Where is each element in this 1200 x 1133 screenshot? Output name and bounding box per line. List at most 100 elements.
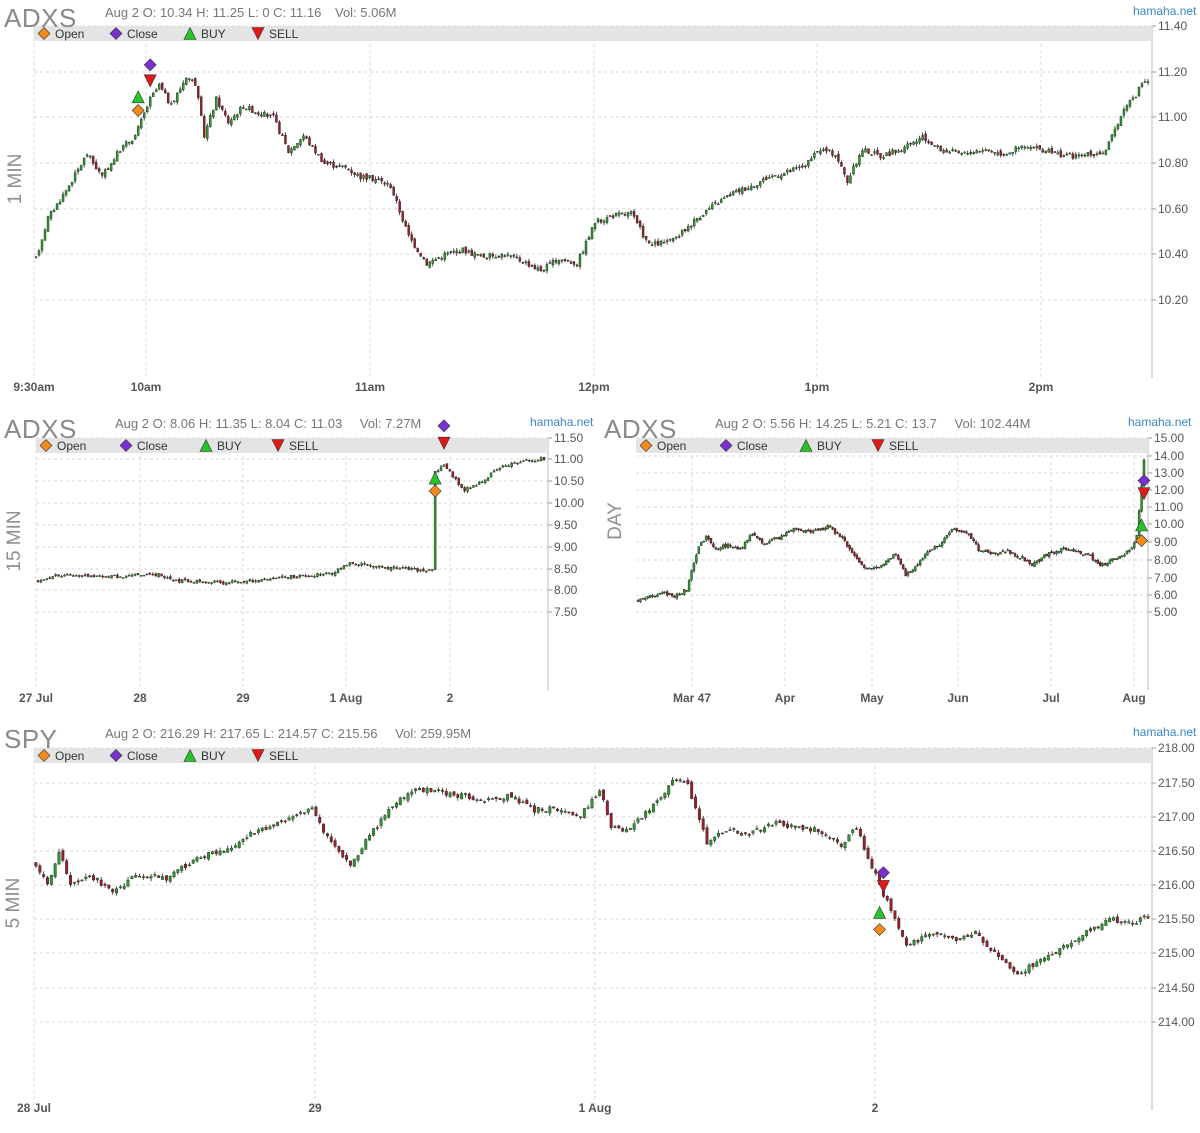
candle-body [180, 865, 184, 871]
candle-body [1021, 556, 1024, 559]
candle-body [590, 798, 594, 808]
candle-body [180, 579, 184, 584]
close-signal-marker [719, 439, 733, 452]
brand-link[interactable]: hamaha.net [1128, 415, 1192, 429]
candle-body [554, 260, 558, 263]
candle-body [766, 823, 770, 827]
candle-body [843, 842, 847, 848]
candle-body [882, 563, 885, 567]
candle-body [593, 223, 597, 230]
candle-body [728, 829, 732, 832]
buy-signal-marker [1135, 518, 1149, 532]
candle-body [521, 801, 525, 804]
candle-body [931, 933, 935, 936]
close-signal-marker [109, 749, 123, 762]
candle-body [380, 566, 384, 568]
brand-link[interactable]: hamaha.net [1133, 4, 1197, 18]
candle-body [609, 813, 613, 829]
candle-body [960, 153, 963, 155]
candle-body [260, 579, 263, 582]
candle-body [166, 577, 169, 579]
candle-body [921, 558, 924, 561]
candle-body [475, 799, 479, 801]
open-signal-marker [428, 484, 442, 498]
candle-body [164, 875, 168, 881]
candle-body [596, 218, 600, 223]
candle-body [1053, 151, 1057, 153]
candle-body [668, 238, 672, 241]
candle-body [448, 792, 452, 797]
candle-body [635, 215, 639, 223]
open-signal-marker [1135, 534, 1148, 548]
candle-body [219, 580, 222, 583]
candle-body [782, 535, 786, 537]
candle-body [284, 135, 287, 145]
candle-body [617, 825, 621, 829]
candle-body [275, 577, 278, 580]
candle-body [72, 881, 76, 884]
candle-body [398, 568, 402, 570]
candle-body [417, 787, 421, 791]
candle-body [130, 876, 134, 880]
candle-body [813, 152, 816, 158]
candle-body [614, 213, 618, 217]
candle-body [885, 152, 888, 157]
candle-body [167, 92, 170, 104]
candle-body [201, 581, 204, 584]
candle-body [853, 552, 856, 556]
legend-label-close: Close [137, 439, 168, 453]
candle-body [981, 936, 985, 943]
candle-body [542, 456, 546, 461]
candle-body [663, 792, 667, 798]
candle-body [828, 149, 831, 151]
candle-body [1111, 558, 1114, 562]
candle-body [183, 578, 187, 581]
candle-body [848, 545, 851, 550]
candle-body [245, 580, 249, 584]
candle-body [729, 544, 732, 547]
candle-body [1128, 549, 1131, 552]
signal-markers [873, 866, 890, 936]
info-date: Aug 2 [105, 5, 139, 20]
info-ohlc: O: 5.56 H: 14.25 L: 5.21 C: 13.7 [752, 416, 937, 431]
candle-body [241, 838, 245, 842]
legend-label-open: Open [657, 439, 686, 453]
candle-body [529, 805, 533, 807]
candle-body [942, 150, 945, 153]
chart-ticker: SPY [4, 724, 58, 754]
chart-info: Aug 2 O: 10.34 H: 11.25 L: 0 C: 11.16 Vo… [105, 5, 396, 20]
candle-body [973, 930, 977, 935]
candle-body [466, 487, 469, 492]
brand-link[interactable]: hamaha.net [1133, 725, 1197, 739]
candle-body [867, 148, 870, 154]
candle-body [209, 115, 212, 127]
candle-body [326, 161, 329, 165]
candle-body [567, 811, 571, 814]
candle-body [442, 464, 446, 467]
candle-body [483, 479, 487, 483]
candle-body [195, 580, 199, 584]
candle-body [797, 528, 800, 530]
candle-body [1004, 959, 1008, 963]
candle-body [911, 569, 915, 573]
candle-body [586, 807, 590, 809]
candle-body [732, 191, 735, 195]
info-date: Aug 2 [115, 416, 149, 431]
info-volume: Vol: 7.27M [359, 416, 422, 431]
x-tick-label: Aug [1122, 691, 1145, 705]
candle-body [940, 541, 944, 547]
candle-body [763, 543, 766, 546]
candle-body [999, 150, 1002, 156]
legend-label-close: Close [737, 439, 768, 453]
candle-body [383, 182, 386, 185]
open-signal-marker [37, 27, 51, 40]
candle-body [470, 250, 473, 256]
signal-markers [131, 58, 157, 117]
candle-body [464, 793, 467, 796]
candle-body [807, 159, 810, 167]
candle-body [296, 142, 299, 148]
brand-link[interactable]: hamaha.net [530, 415, 594, 429]
candle-body [172, 579, 175, 582]
candle-body [644, 236, 648, 240]
candle-body [34, 256, 38, 258]
